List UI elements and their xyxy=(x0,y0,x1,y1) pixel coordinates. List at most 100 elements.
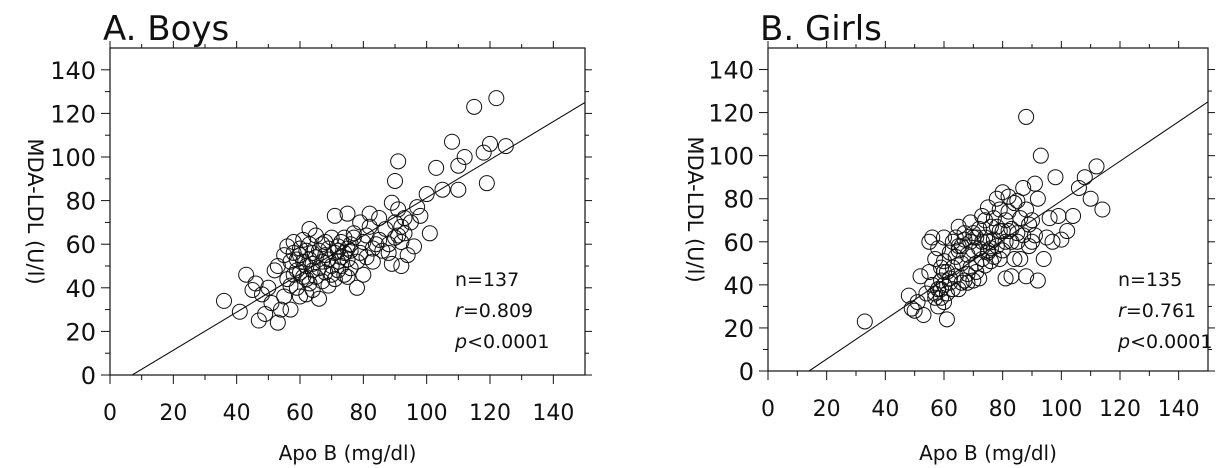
data-point xyxy=(1088,158,1105,175)
data-point xyxy=(317,264,334,281)
data-point xyxy=(349,279,365,296)
data-point xyxy=(336,266,353,283)
data-point xyxy=(269,314,286,331)
data-point xyxy=(1021,216,1038,233)
x-tick-label: 40 xyxy=(871,397,899,422)
data-point xyxy=(257,305,274,322)
data-point xyxy=(368,236,384,253)
x-tick-label: 140 xyxy=(1158,397,1200,422)
data-point xyxy=(944,259,961,276)
data-point xyxy=(953,274,970,291)
y-axis-label: MDA-LDL (U/l) xyxy=(23,138,47,284)
data-point xyxy=(936,253,952,270)
data-point xyxy=(982,253,999,270)
x-tick-label: 40 xyxy=(223,401,251,426)
data-point xyxy=(292,264,308,281)
data-point xyxy=(1003,268,1020,285)
y-tick-label: 140 xyxy=(708,57,754,85)
data-point xyxy=(856,313,873,330)
data-point xyxy=(965,229,982,246)
data-point xyxy=(418,186,435,203)
x-tick-label: 80 xyxy=(349,401,377,426)
y-tick-label: 120 xyxy=(50,100,96,128)
data-point xyxy=(980,199,996,216)
data-point xyxy=(333,258,350,274)
data-point xyxy=(1032,147,1049,164)
data-point xyxy=(994,184,1011,201)
panel-boys: A. Boys 0 20 40 60 80 100 120 140 0 20 40 60 80 100 120… xyxy=(23,9,592,465)
data-layer xyxy=(808,101,1208,371)
data-point xyxy=(238,266,255,283)
data-point xyxy=(900,287,917,304)
data-point xyxy=(390,201,407,218)
data-point xyxy=(1035,251,1052,268)
data-point xyxy=(930,298,947,315)
data-point xyxy=(1026,175,1043,192)
data-point xyxy=(1065,207,1082,224)
data-point xyxy=(1024,212,1040,229)
plot-frame xyxy=(109,47,586,376)
y-tick-label: 0 xyxy=(739,358,754,386)
data-point xyxy=(1012,251,1029,268)
x-tick-label: 60 xyxy=(286,401,314,426)
data-point xyxy=(974,233,991,250)
data-point xyxy=(1070,179,1087,196)
data-point xyxy=(330,238,346,255)
data-point xyxy=(301,220,318,237)
data-point xyxy=(282,277,299,294)
data-point xyxy=(326,271,343,288)
x-tick-label: 100 xyxy=(406,401,448,426)
data-point xyxy=(323,229,340,246)
plot-frame xyxy=(767,47,1209,372)
data-point xyxy=(988,190,1005,207)
data-point xyxy=(1044,233,1061,250)
data-point xyxy=(938,311,955,328)
data-point xyxy=(295,253,312,270)
data-point xyxy=(409,199,426,216)
data-point xyxy=(339,268,356,285)
y-axis-label: MDA-LDL (U/l) xyxy=(683,136,707,282)
x-tick-label: 20 xyxy=(159,401,187,426)
data-point xyxy=(938,285,955,302)
data-point xyxy=(399,247,416,264)
x-tick-label: 20 xyxy=(813,397,841,422)
data-point xyxy=(1000,203,1017,220)
x-tick-label: 140 xyxy=(532,401,574,426)
data-point xyxy=(1050,207,1067,224)
data-point xyxy=(345,229,362,246)
data-point xyxy=(971,220,988,237)
data-point xyxy=(991,223,1008,240)
y-tick-label: 20 xyxy=(723,315,754,343)
data-point xyxy=(307,227,324,244)
data-point xyxy=(965,225,982,242)
x-axis-label: Apo B (mg/dl) xyxy=(279,441,417,465)
y-tick-label: 100 xyxy=(708,143,754,171)
data-point xyxy=(936,263,952,280)
data-point xyxy=(428,159,445,176)
data-point xyxy=(311,290,327,307)
data-point xyxy=(266,262,283,279)
data-point xyxy=(285,234,302,251)
stat-r-symbol: r xyxy=(1118,300,1127,322)
panel-girls: B. Girls 0 20 40 60 80 100 120 140 0 20 40 60 80 100 12… xyxy=(683,9,1215,465)
data-point xyxy=(988,238,1005,255)
data-point xyxy=(1018,201,1035,218)
data-point xyxy=(364,253,381,270)
data-layer xyxy=(131,90,585,375)
stat-r-value: =0.809 xyxy=(463,300,533,322)
stat-p-symbol: p xyxy=(1117,331,1130,353)
data-point xyxy=(962,233,979,250)
panel-title: A. Boys xyxy=(103,9,229,49)
data-point xyxy=(304,244,321,261)
stat-p: p<0.0001 xyxy=(1117,331,1212,353)
stat-p-value: <0.0001 xyxy=(1130,331,1212,353)
data-point xyxy=(285,266,302,283)
data-point xyxy=(263,295,280,312)
data-point xyxy=(352,214,369,231)
panel-title: B. Girls xyxy=(760,9,882,49)
stat-r-value: =0.761 xyxy=(1126,300,1196,322)
data-point xyxy=(383,194,400,211)
stat-r: r=0.809 xyxy=(455,300,533,322)
data-point xyxy=(292,240,308,257)
data-point xyxy=(304,281,321,298)
